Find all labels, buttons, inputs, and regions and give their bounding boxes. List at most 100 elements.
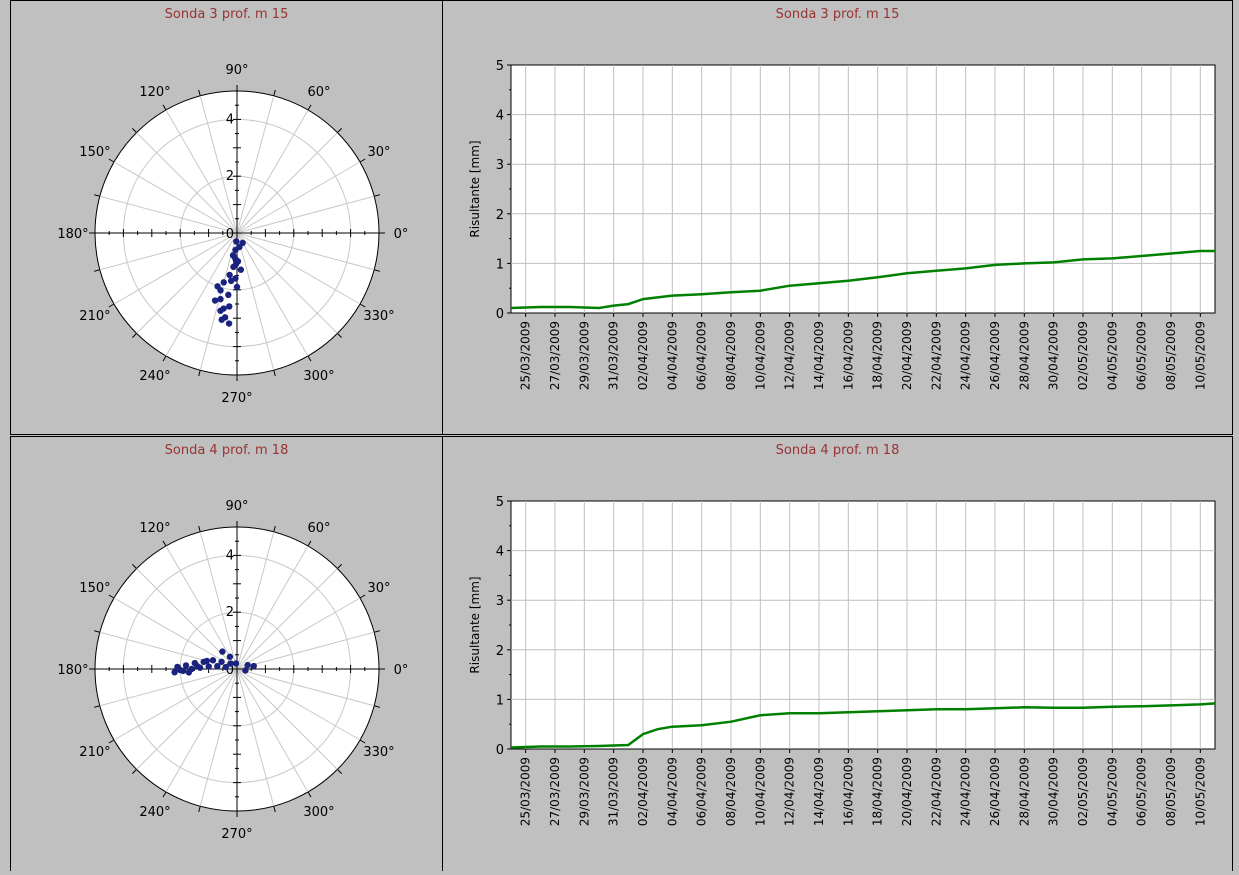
polar-outer-tick: [337, 333, 343, 339]
line-x-tick-label: 24/04/2009: [959, 757, 973, 826]
polar-data-point: [229, 252, 237, 259]
polar-outer-tick: [359, 303, 366, 308]
polar-outer-tick: [108, 739, 115, 744]
polar-angle-label: 90°: [225, 499, 248, 514]
polar-grid-spoke: [236, 631, 375, 670]
polar-data-point: [217, 307, 224, 314]
polar-grid-spoke: [236, 668, 309, 793]
line-x-tick-label: 27/03/2009: [548, 757, 562, 826]
polar-grid-spoke: [236, 568, 338, 670]
line-x-tick-label: 18/04/2009: [871, 757, 885, 826]
polar-outer-tick: [307, 540, 312, 547]
line-x-tick-label: 02/05/2009: [1076, 321, 1090, 390]
line-x-tick-label: 30/04/2009: [1047, 757, 1061, 826]
polar-grid-spoke: [136, 232, 238, 334]
line-chart-title: Sonda 3 prof. m 15: [775, 7, 900, 22]
line-x-tick-label: 22/04/2009: [929, 757, 943, 826]
polar-data-point: [242, 667, 249, 674]
polar-data-point: [217, 295, 224, 303]
polar-radial-tick-label: 0: [226, 227, 234, 242]
polar-angle-label: 210°: [79, 309, 110, 324]
polar-radial-tick-label: 4: [226, 548, 234, 563]
line-y-tick-label: 5: [496, 495, 504, 510]
polar-outer-tick: [162, 104, 167, 111]
polar-outer-tick: [374, 194, 381, 197]
polar-data-point: [218, 316, 225, 323]
polar-data-point: [244, 661, 251, 669]
polar-data-point: [227, 277, 235, 285]
polar-data-point: [219, 648, 226, 655]
polar-angle-label: 180°: [57, 227, 88, 242]
polar-angle-label: 270°: [221, 827, 252, 842]
polar-grid-spoke: [136, 668, 238, 770]
line-y-axis-label: Risultante [mm]: [468, 140, 482, 237]
line-y-tick-label: 3: [496, 158, 504, 173]
line-x-tick-label: 14/04/2009: [812, 757, 826, 826]
section-sonda-4: Sonda 4 prof. m 18 2 4 0 0° 30° 60° 90° 120° 150…: [0, 436, 1239, 871]
polar-grid-spoke: [236, 161, 361, 234]
line-y-tick-label: 0: [496, 307, 504, 322]
line-x-tick-label: 28/04/2009: [1017, 321, 1031, 390]
polar-angle-label: 60°: [307, 85, 330, 100]
line-x-tick-label: 12/04/2009: [783, 321, 797, 390]
polar-panel: Sonda 4 prof. m 18 2 4 0 0° 30° 60° 90° 120° 150…: [10, 436, 443, 871]
polar-angle-label: 0°: [394, 227, 409, 242]
line-x-tick-label: 18/04/2009: [871, 321, 885, 390]
polar-outer-tick: [131, 563, 137, 569]
polar-data-point: [171, 669, 178, 676]
polar-angle-label: 120°: [139, 85, 170, 100]
line-x-tick-label: 02/04/2009: [636, 757, 650, 826]
polar-grid-spoke: [236, 545, 309, 670]
polar-chart: 2 4 0 0° 30° 60° 90° 120° 150° 180° 210° 240° 270° 30…: [57, 499, 409, 842]
line-x-tick-label: 04/05/2009: [1105, 321, 1119, 390]
line-y-tick-label: 1: [496, 257, 504, 272]
polar-outer-tick: [93, 269, 100, 272]
polar-data-point: [239, 239, 246, 247]
polar-grid-spoke: [236, 109, 309, 234]
polar-angle-label: 330°: [363, 309, 394, 324]
polar-radial-tick-label: 0: [226, 663, 234, 678]
polar-data-point: [222, 663, 230, 671]
line-x-tick-label: 04/04/2009: [665, 757, 679, 826]
polar-angle-label: 0°: [394, 663, 409, 678]
section-sonda-3: Sonda 3 prof. m 15 2 4 0 0° 30° 60° 90° 120° 150…: [0, 0, 1239, 435]
line-x-tick-label: 27/03/2009: [548, 321, 562, 390]
polar-outer-tick: [108, 594, 115, 599]
line-x-tick-label: 20/04/2009: [900, 321, 914, 390]
polar-outer-tick: [162, 540, 167, 547]
line-x-tick-label: 08/04/2009: [724, 757, 738, 826]
polar-data-point: [250, 662, 257, 670]
polar-grid-spoke: [236, 668, 275, 807]
polar-outer-tick: [198, 806, 201, 813]
line-x-tick-label: 06/04/2009: [695, 321, 709, 390]
polar-outer-tick: [198, 370, 201, 377]
polar-angle-label: 300°: [303, 805, 334, 820]
line-x-tick-label: 31/03/2009: [607, 757, 621, 826]
polar-outer-tick: [273, 370, 276, 377]
polar-grid-spoke: [165, 109, 238, 234]
polar-data-point: [214, 283, 221, 290]
polar-grid-spoke: [113, 161, 238, 234]
polar-angle-label: 30°: [368, 145, 391, 160]
line-x-tick-label: 29/03/2009: [577, 321, 591, 390]
polar-outer-tick: [307, 355, 312, 362]
polar-grid-spoke: [113, 668, 238, 741]
polar-data-point: [218, 658, 225, 665]
polar-angle-label: 330°: [363, 745, 394, 760]
polar-outer-tick: [162, 791, 167, 798]
line-panel: Sonda 3 prof. m 15 0 1 2 3 4 5 25/03/2009 27/03…: [442, 0, 1233, 435]
polar-data-point: [237, 266, 245, 273]
line-chart: 0 1 2 3 4 5 25/03/2009 27/03/2009 29/03/2009 31/0…: [468, 495, 1216, 826]
polar-grid-spoke: [236, 232, 275, 371]
polar-data-point: [214, 663, 221, 670]
line-x-tick-label: 04/05/2009: [1105, 757, 1119, 826]
polar-angle-label: 180°: [57, 663, 88, 678]
line-x-tick-label: 29/03/2009: [577, 757, 591, 826]
polar-outer-tick: [93, 630, 100, 633]
polar-panel: Sonda 3 prof. m 15 2 4 0 0° 30° 60° 90° 120° 150…: [10, 0, 443, 435]
line-x-tick-label: 25/03/2009: [519, 757, 533, 826]
polar-outer-tick: [374, 269, 381, 272]
polar-angle-label: 210°: [79, 745, 110, 760]
polar-angle-label: 60°: [307, 521, 330, 536]
